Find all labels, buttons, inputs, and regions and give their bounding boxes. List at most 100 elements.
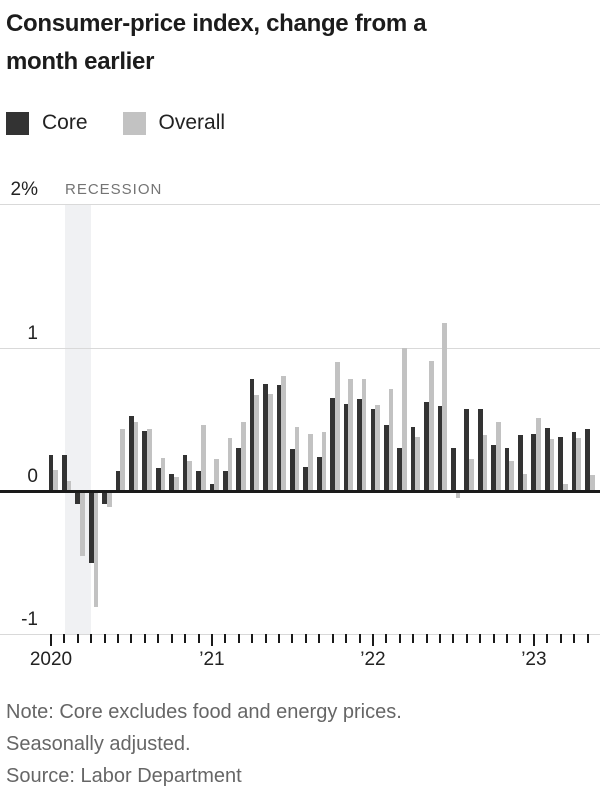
x-axis-minor-tick bbox=[412, 634, 415, 644]
bar-core bbox=[357, 399, 362, 491]
bar-overall bbox=[348, 379, 354, 491]
bar-overall bbox=[133, 422, 139, 491]
bar-overall bbox=[536, 417, 541, 491]
bar-core bbox=[383, 425, 389, 491]
x-axis-minor-tick bbox=[184, 634, 187, 644]
x-axis-minor-tick bbox=[492, 634, 495, 644]
bar-core bbox=[477, 409, 483, 491]
bar-core bbox=[182, 455, 188, 491]
x-axis-minor-tick bbox=[157, 634, 160, 644]
bar-core bbox=[330, 397, 335, 491]
bar-overall bbox=[66, 480, 72, 491]
x-axis-minor-tick bbox=[264, 634, 267, 644]
x-axis-minor-tick bbox=[143, 634, 146, 644]
gridline-y-1 bbox=[0, 634, 600, 636]
legend-item-core: Core bbox=[6, 111, 88, 135]
x-axis-minor-tick bbox=[331, 634, 334, 644]
x-axis-minor-tick bbox=[318, 634, 321, 644]
bar-overall bbox=[388, 389, 394, 491]
bar-core bbox=[62, 455, 67, 491]
legend-label-core: Core bbox=[42, 111, 88, 134]
x-axis-minor-tick bbox=[559, 634, 562, 644]
bar-overall bbox=[442, 323, 447, 491]
x-axis-minor-tick bbox=[586, 634, 589, 644]
x-axis-minor-tick bbox=[479, 634, 482, 644]
bar-overall bbox=[375, 405, 380, 491]
note-line2: Seasonally adjusted. bbox=[6, 733, 191, 755]
x-axis-minor-tick bbox=[425, 634, 428, 644]
bar-overall bbox=[214, 459, 219, 491]
x-axis-minor-tick bbox=[452, 634, 455, 644]
bar-core bbox=[249, 379, 255, 491]
bar-core bbox=[544, 427, 550, 491]
bar-overall bbox=[281, 376, 286, 491]
x-axis-minor-tick bbox=[90, 634, 93, 644]
x-axis-year-label: ’23 bbox=[521, 649, 547, 670]
x-axis-minor-tick bbox=[546, 634, 549, 644]
recession-annotation: RECESSION bbox=[65, 181, 163, 198]
x-axis-year-label: ’22 bbox=[360, 649, 386, 670]
overall-swatch-icon bbox=[122, 111, 146, 135]
bar-overall bbox=[428, 360, 434, 491]
x-axis-minor-tick bbox=[398, 634, 401, 644]
bar-overall bbox=[549, 439, 555, 491]
bar-core bbox=[464, 409, 470, 491]
bar-overall bbox=[147, 429, 152, 491]
x-axis-minor-tick bbox=[117, 634, 120, 644]
x-axis-minor-tick bbox=[506, 634, 509, 644]
zero-axis-line bbox=[0, 489, 600, 493]
bar-overall bbox=[361, 379, 367, 491]
bar-overall bbox=[415, 436, 421, 491]
bar-overall bbox=[576, 437, 582, 491]
bar-overall bbox=[267, 393, 273, 491]
bar-core bbox=[88, 492, 94, 563]
x-axis-minor-tick bbox=[197, 634, 200, 644]
bar-core bbox=[437, 406, 443, 491]
note-line1: Note: Core excludes food and energy pric… bbox=[6, 701, 402, 723]
bar-core bbox=[142, 430, 148, 491]
x-axis-minor-tick bbox=[103, 634, 106, 644]
bar-overall bbox=[187, 460, 193, 491]
bar-core bbox=[102, 492, 107, 504]
bar-overall bbox=[294, 426, 300, 491]
x-axis-minor-tick bbox=[519, 634, 522, 644]
bar-core bbox=[196, 470, 201, 491]
bar-core bbox=[48, 455, 54, 491]
x-axis-minor-tick bbox=[130, 634, 133, 644]
bar-core bbox=[155, 468, 161, 491]
bar-core bbox=[209, 483, 215, 491]
core-swatch-icon bbox=[6, 111, 29, 135]
y-axis-label: 2% bbox=[10, 179, 38, 201]
y-axis-label: 0 bbox=[27, 466, 38, 487]
bar-core bbox=[424, 402, 429, 491]
bar-core bbox=[276, 384, 282, 491]
x-axis-minor-tick bbox=[291, 634, 294, 644]
recession-band bbox=[65, 205, 91, 635]
x-axis-minor-tick bbox=[251, 634, 254, 644]
bar-core bbox=[303, 466, 309, 491]
bar-overall bbox=[174, 476, 179, 491]
bar-core bbox=[450, 448, 456, 491]
x-axis-minor-tick bbox=[63, 634, 66, 644]
bar-overall bbox=[254, 394, 260, 491]
x-axis-minor-tick bbox=[304, 634, 307, 644]
y-axis-label: -1 bbox=[21, 609, 38, 631]
bar-core bbox=[531, 433, 537, 491]
bar-overall bbox=[482, 435, 488, 491]
bar-overall bbox=[495, 422, 501, 491]
x-axis-minor-tick bbox=[438, 634, 441, 644]
bar-core bbox=[410, 426, 416, 491]
bar-core bbox=[397, 448, 403, 491]
bar-overall bbox=[120, 429, 126, 491]
x-axis-minor-tick bbox=[465, 634, 468, 644]
y-axis-label: 1 bbox=[27, 322, 38, 344]
legend-item-overall: Overall bbox=[122, 111, 225, 135]
bar-overall bbox=[522, 473, 528, 491]
bar-core bbox=[129, 416, 134, 491]
x-axis-major-tick bbox=[371, 634, 374, 647]
bar-overall bbox=[321, 432, 327, 491]
chart-title: Consumer-price index, change from a mont… bbox=[6, 5, 598, 81]
bar-core bbox=[491, 445, 496, 491]
x-axis-year-label: ’21 bbox=[199, 649, 225, 670]
bar-overall bbox=[402, 347, 407, 491]
